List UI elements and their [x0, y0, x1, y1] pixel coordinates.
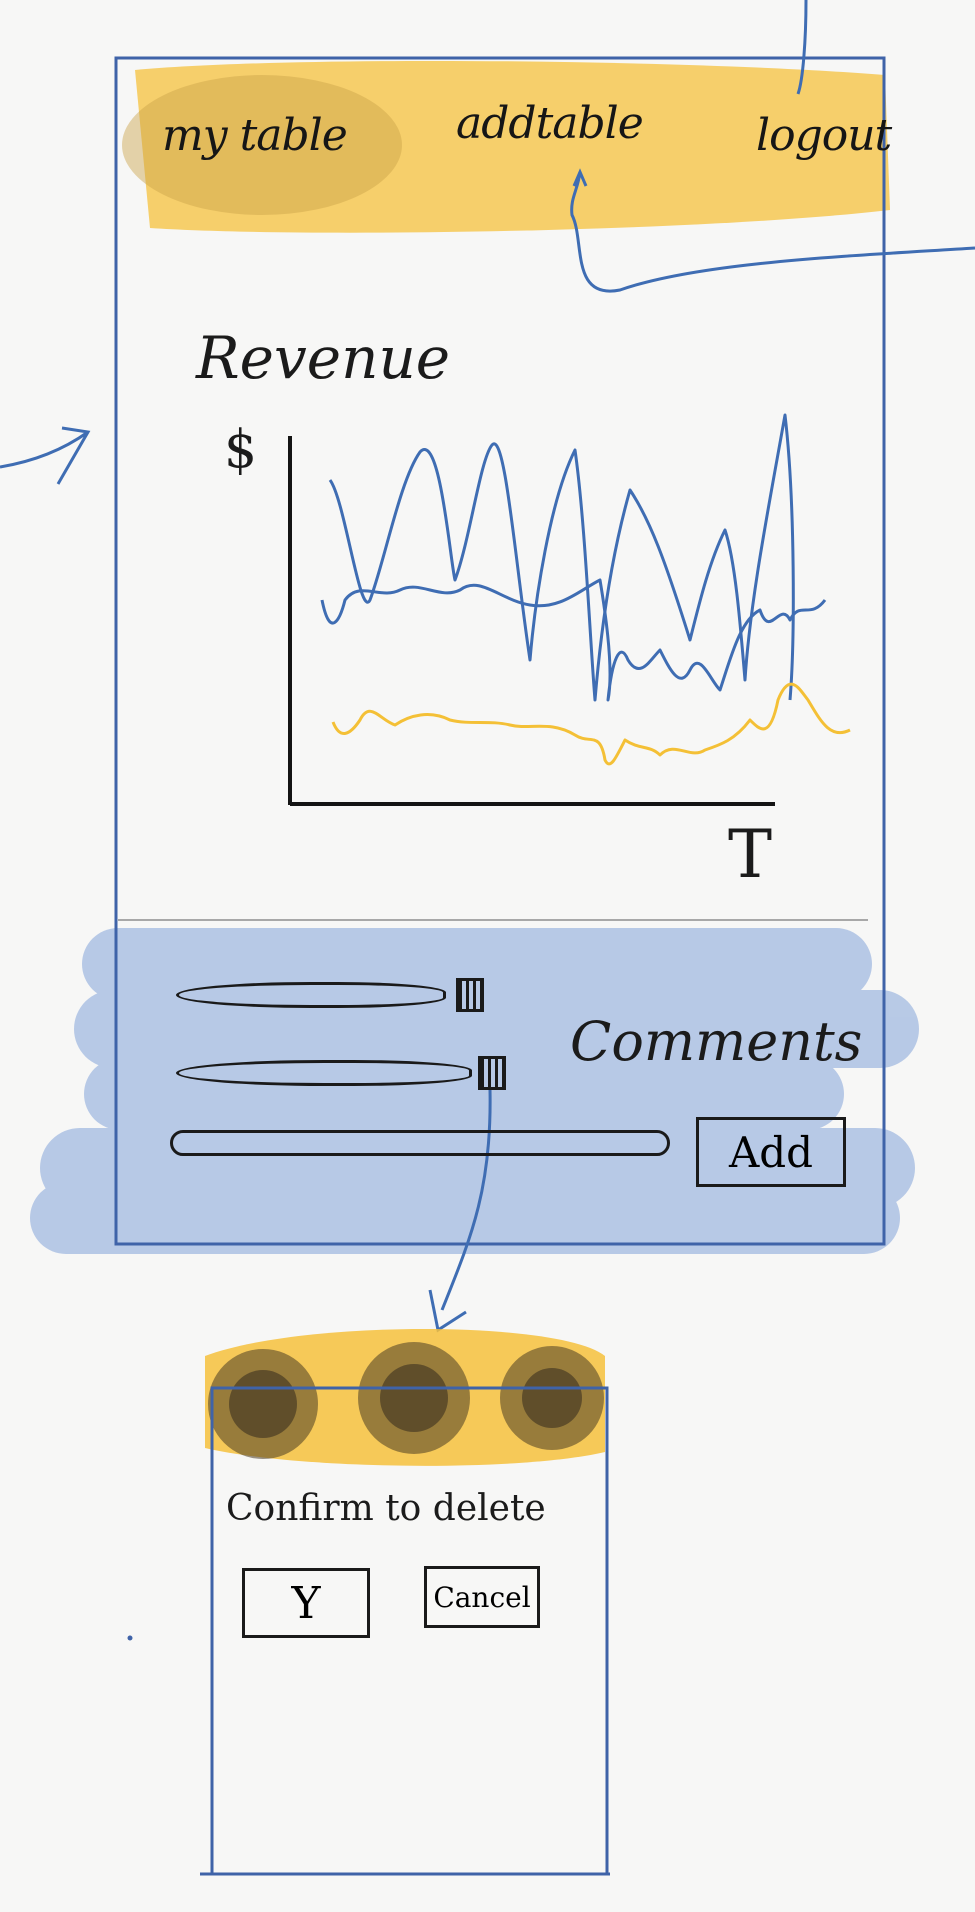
nav-item-logout[interactable]: logout	[756, 110, 892, 161]
delete-comment-icon[interactable]	[478, 1056, 506, 1090]
chart-series-line	[328, 413, 795, 702]
chart-series-line	[320, 578, 827, 702]
delete-comment-icon[interactable]	[456, 978, 484, 1012]
confirm-message: Confirm to delete	[226, 1488, 546, 1529]
comment-row	[176, 1060, 472, 1086]
modal-header-highlight	[205, 1329, 605, 1466]
x-axis-label: T	[728, 816, 773, 893]
addtable-annotation-line	[570, 171, 975, 293]
comment-input[interactable]	[170, 1130, 670, 1156]
addtable-arrowhead	[572, 168, 588, 187]
stray-dot	[127, 1635, 133, 1641]
nav-item-my-table[interactable]: my table	[162, 110, 348, 161]
logout-annotation-line	[796, 0, 808, 95]
confirm-yes-button[interactable]: Y	[242, 1568, 370, 1638]
delete-annotation-arrow	[428, 1089, 492, 1333]
comment-row	[176, 982, 446, 1008]
chart-title: Revenue	[196, 324, 451, 392]
nav-item-addtable[interactable]: addtable	[456, 98, 644, 149]
y-axis-label: $	[224, 420, 258, 480]
comments-highlight	[30, 928, 919, 1254]
cancel-button[interactable]: Cancel	[424, 1566, 540, 1628]
add-comment-button[interactable]: Add	[696, 1117, 846, 1187]
comments-label: Comments	[570, 1010, 863, 1073]
chart-series-line	[331, 682, 851, 766]
side-arrow	[0, 426, 91, 485]
